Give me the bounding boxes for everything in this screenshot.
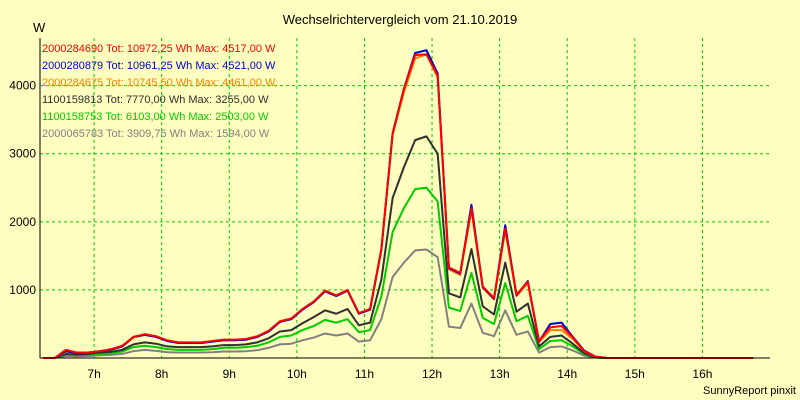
y-tick-label: 2000 [9, 215, 36, 229]
x-tick-label: 12h [422, 367, 442, 381]
grid [40, 38, 770, 358]
legend-entry-2000284690: 2000284690 Tot: 10972,25 Wh Max: 4517,00… [42, 43, 276, 55]
x-tick-label: 15h [625, 367, 645, 381]
x-tick-label: 16h [692, 367, 712, 381]
chart-title: Wechselrichtervergleich vom 21.10.2019 [283, 12, 518, 27]
y-tick-label: 3000 [9, 147, 36, 161]
legend: 2000284690 Tot: 10972,25 Wh Max: 4517,00… [42, 43, 276, 140]
legend-entry-2000280879: 2000280879 Tot: 10961,25 Wh Max: 4521,00… [42, 60, 276, 72]
y-tick-label: 1000 [9, 283, 36, 297]
x-tick-label: 9h [223, 367, 236, 381]
y-axis-label: W [33, 20, 46, 35]
x-tick-label: 11h [355, 367, 374, 381]
y-tick-label: 4000 [9, 79, 36, 93]
y-tick-labels: 1000 2000 3000 4000 [9, 79, 36, 297]
footer-credit: SunnyReport pinxit [703, 385, 796, 397]
legend-entry-1100159813: 1100159813 Tot: 7770,00 Wh Max: 3255,00 … [42, 94, 269, 106]
x-tick-label: 7h [87, 367, 100, 381]
axes [39, 38, 770, 359]
legend-entry-2000284675: 2000284675 Tot: 10745,50 Wh Max: 4461,00… [42, 77, 276, 89]
x-tick-label: 8h [155, 367, 168, 381]
legend-entry-1100158753: 1100158753 Tot: 6103,00 Wh Max: 2503,00 … [42, 111, 269, 123]
legend-entry-2000065783: 2000065783 Tot: 3909,75 Wh Max: 1594,00 … [42, 128, 270, 140]
x-tick-label: 10h [287, 367, 307, 381]
x-tick-labels: 7h 8h 9h 10h 11h 12h 13h 14h 15h 16h [87, 367, 712, 381]
x-tick-label: 13h [490, 367, 510, 381]
x-tick-label: 14h [557, 367, 577, 381]
